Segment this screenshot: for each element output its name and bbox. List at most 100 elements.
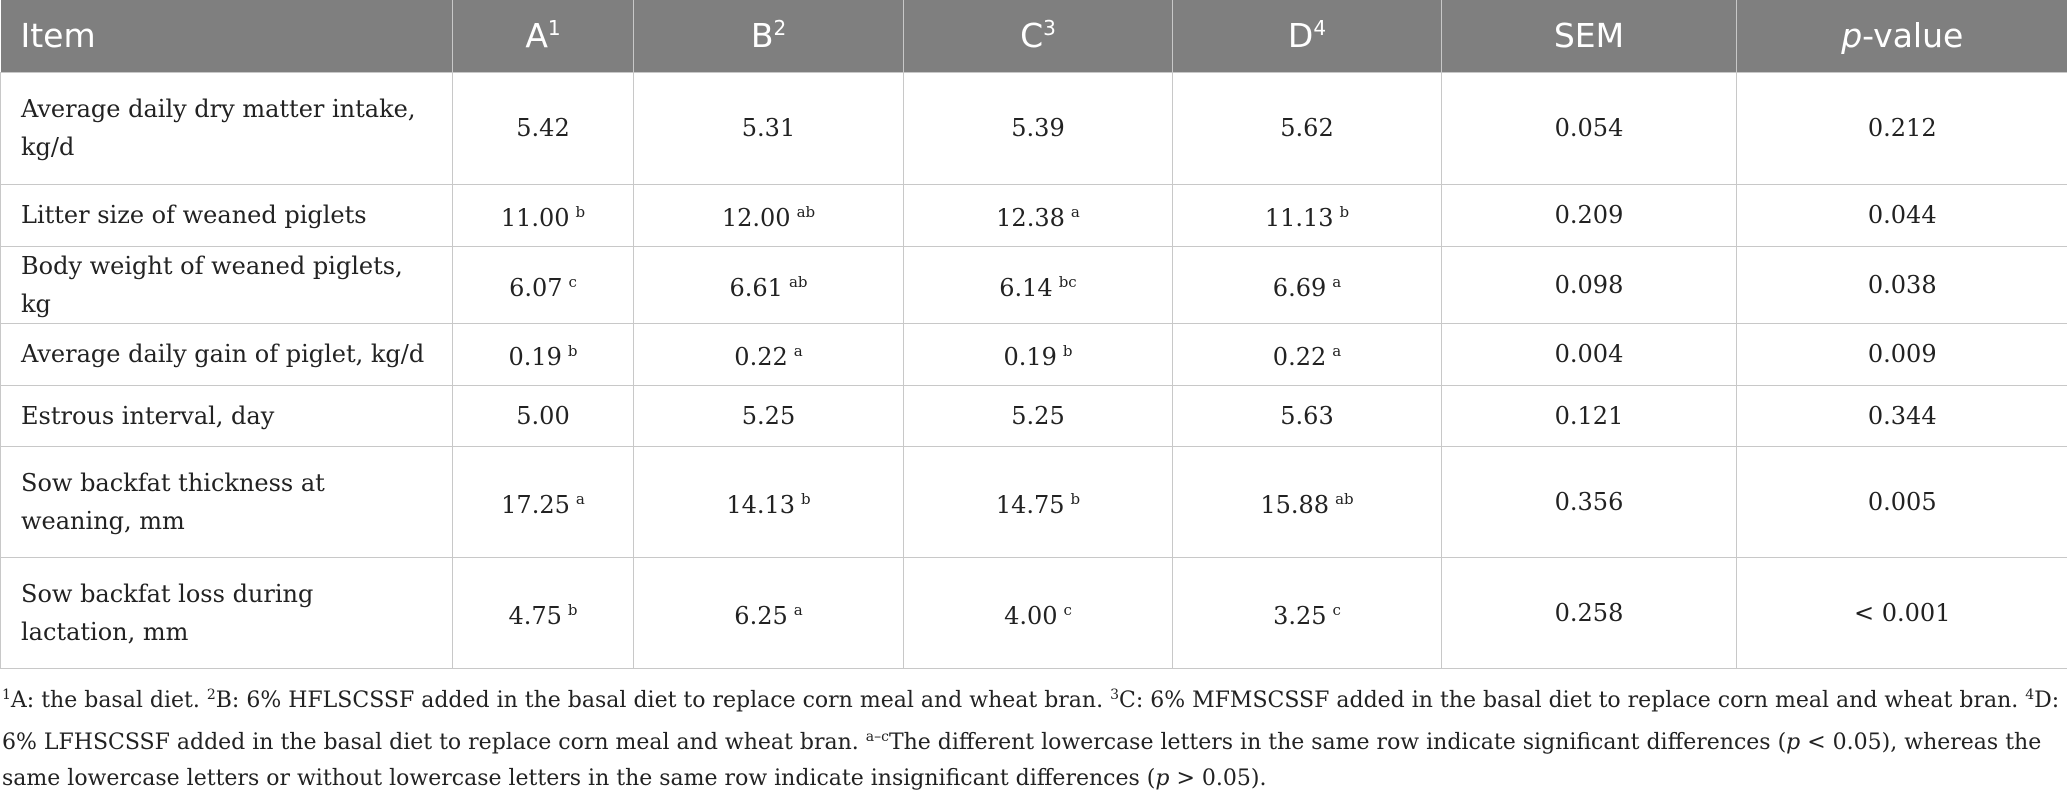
cell-value: 5.42 [516,114,569,142]
sem-cell: 0.004 [1442,323,1737,385]
cell-sup: a [794,601,803,619]
value-cell: 12.38 a [904,184,1173,246]
footnote-text: C: 6% MFMSCSSF added in the basal diet t… [1119,688,2025,713]
table-body: Average daily dry matter intake, kg/d 5.4… [1,72,2067,668]
value-cell: 5.31 [634,72,904,184]
p-cell: 0.005 [1737,446,2067,557]
header-cell: A1 [453,0,634,72]
cell-value: 6.14 [999,274,1052,302]
footnote-sup: a–c [866,729,889,745]
value-cell: 11.13 b [1173,184,1442,246]
p-cell: 0.044 [1737,184,2067,246]
footnote-text: The different lowercase letters in the s… [889,730,1786,755]
cell-sup: a [794,342,803,360]
value-cell: 5.39 [904,72,1173,184]
value-cell: 6.07 c [453,246,634,323]
value-cell: 0.22 a [1173,323,1442,385]
header-sup: 4 [1313,16,1326,40]
cell-value: 6.69 [1273,274,1326,302]
header-text: Item [21,16,96,55]
footnote-italic: p [1786,730,1800,755]
value-cell: 12.00 ab [634,184,904,246]
header-text: D [1288,16,1313,55]
footnote-sup: 3 [1110,687,1119,703]
cell-sup: b [1063,342,1073,360]
p-cell: < 0.001 [1737,557,2067,668]
value-cell: 4.00 c [904,557,1173,668]
footnote: 1A: the basal diet. 2B: 6% HFLSCSSF adde… [0,669,2067,797]
item-cell: Estrous interval, day [1,385,453,446]
header-cell: B2 [634,0,904,72]
cell-value: 0.22 [1273,343,1326,371]
value-cell: 5.00 [453,385,634,446]
cell-value: 14.75 [996,491,1065,519]
header-cell: SEM [1442,0,1737,72]
header-sup: 3 [1043,16,1056,40]
header-cell: p-value [1737,0,2067,72]
sem-cell: 0.098 [1442,246,1737,323]
cell-sup: ab [797,203,816,221]
cell-sup: b [576,203,586,221]
cell-sup: b [1340,203,1350,221]
cell-value: 12.00 [722,204,791,232]
cell-sup: c [1333,601,1341,619]
p-cell: 0.038 [1737,246,2067,323]
value-cell: 6.69 a [1173,246,1442,323]
footnote-text: B: 6% HFLSCSSF added in the basal diet t… [216,688,1110,713]
footnote-text: > 0.05). [1169,766,1266,791]
header-text: -value [1862,16,1963,55]
cell-value: 5.31 [742,114,795,142]
sem-cell: 0.121 [1442,385,1737,446]
cell-sup: c [569,273,577,291]
footnote-sup: 4 [2025,687,2034,703]
cell-sup: ab [1335,490,1354,508]
cell-value: 5.63 [1280,402,1333,430]
header-text: SEM [1554,16,1624,55]
cell-value: 5.39 [1011,114,1064,142]
value-cell: 5.25 [634,385,904,446]
header-italic: p [1841,16,1862,55]
item-cell: Litter size of weaned piglets [1,184,453,246]
cell-value: 12.38 [996,204,1065,232]
cell-value: 6.07 [509,274,562,302]
value-cell: 4.75 b [453,557,634,668]
cell-value: 15.88 [1260,491,1329,519]
header-cell: C3 [904,0,1173,72]
header-text: A [525,16,548,55]
value-cell: 15.88 ab [1173,446,1442,557]
value-cell: 5.42 [453,72,634,184]
cell-sup: a [1332,342,1341,360]
table-row: Litter size of weaned piglets 11.00 b 12.00… [1,184,2067,246]
cell-value: 11.00 [501,204,570,232]
item-cell: Sow backfat loss during lactation, mm [1,557,453,668]
cell-sup: c [1064,601,1072,619]
cell-value: 4.00 [1004,602,1057,630]
cell-sup: b [568,601,578,619]
cell-sup: a [1332,273,1341,291]
cell-sup: a [1071,203,1080,221]
cell-value: 5.25 [742,402,795,430]
cell-value: 11.13 [1265,204,1334,232]
header-sup: 1 [548,16,561,40]
sem-cell: 0.258 [1442,557,1737,668]
cell-value: 4.75 [508,602,561,630]
p-cell: 0.344 [1737,385,2067,446]
item-cell: Average daily dry matter intake, kg/d [1,72,453,184]
header-text: B [751,16,774,55]
p-cell: 0.009 [1737,323,2067,385]
value-cell: 5.25 [904,385,1173,446]
cell-value: 0.19 [508,343,561,371]
cell-value: 6.25 [734,602,787,630]
item-cell: Sow backfat thickness at weaning, mm [1,446,453,557]
value-cell: 11.00 b [453,184,634,246]
